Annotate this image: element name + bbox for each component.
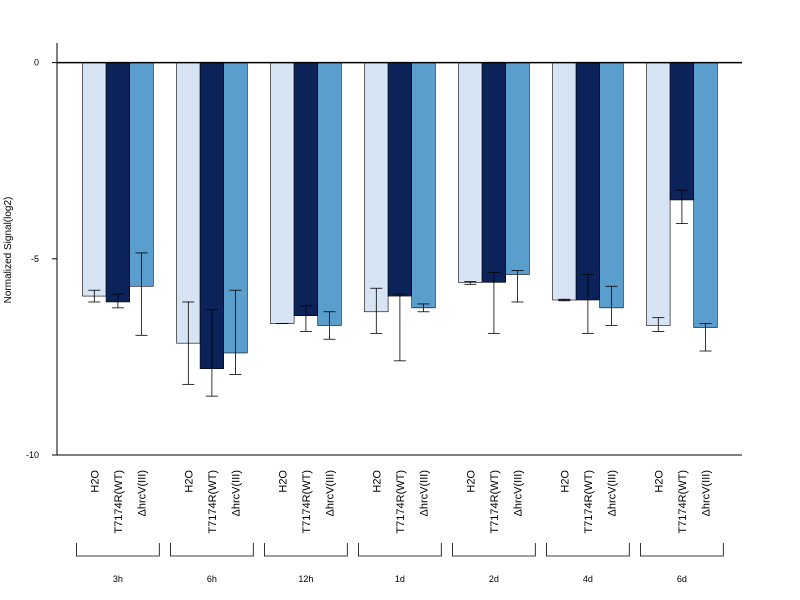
condition-label: H2O (371, 470, 383, 493)
group-bracket (358, 543, 442, 557)
condition-label: T7174R(WT) (207, 470, 219, 534)
y-tick-label: -5 (31, 254, 39, 264)
condition-label: H2O (465, 470, 477, 493)
bar (82, 62, 107, 297)
group-bracket (76, 543, 160, 557)
condition-label: ΔhrcV(III) (325, 470, 337, 516)
x-labels-layer: H2O T7174R(WT) ΔhrcV(III) 3h H2O T7174R(WT) Δh… (76, 470, 724, 584)
condition-label: H2O (183, 470, 195, 493)
y-tick-label: 0 (34, 58, 39, 68)
condition-label: ΔhrcV(III) (701, 470, 713, 516)
condition-label: ΔhrcV(III) (607, 470, 619, 516)
bar (293, 62, 319, 317)
condition-label: T7174R(WT) (113, 470, 125, 534)
bar (364, 62, 389, 313)
bar (317, 62, 342, 326)
bar (387, 62, 413, 297)
bar (458, 62, 483, 283)
condition-label: ΔhrcV(III) (513, 470, 525, 516)
group-label: 3h (113, 574, 123, 584)
bars-layer (82, 62, 718, 369)
bar (693, 62, 718, 328)
condition-label: T7174R(WT) (395, 470, 407, 534)
condition-label: H2O (559, 470, 571, 493)
condition-label: T7174R(WT) (489, 470, 501, 534)
group-label: 4d (583, 574, 593, 584)
group-bracket (264, 543, 348, 557)
bar (575, 62, 600, 301)
condition-label: ΔhrcV(III) (137, 470, 149, 516)
group-bracket (170, 543, 254, 557)
condition-label: H2O (653, 470, 665, 493)
group-label: 6h (207, 574, 217, 584)
condition-label: H2O (89, 470, 101, 493)
condition-label: ΔhrcV(III) (419, 470, 431, 516)
bar (481, 62, 507, 283)
bar (270, 62, 295, 324)
bar (599, 62, 624, 309)
condition-label: H2O (277, 470, 289, 493)
bar (411, 62, 436, 309)
bar (176, 62, 201, 344)
bar (552, 62, 577, 301)
condition-label: T7174R(WT) (301, 470, 313, 534)
bar (646, 62, 671, 326)
group-label: 2d (489, 574, 499, 584)
bar (669, 62, 694, 201)
y-tick-label: -10 (26, 450, 39, 460)
axes: 0 -5 -10 (26, 43, 742, 460)
condition-label: ΔhrcV(III) (231, 470, 243, 516)
bar (505, 62, 530, 275)
group-label: 6d (677, 574, 687, 584)
group-label: 1d (395, 574, 405, 584)
condition-label: T7174R(WT) (583, 470, 595, 534)
group-bracket (546, 543, 630, 557)
group-bracket (452, 543, 536, 557)
bar (105, 62, 130, 303)
group-label: 12h (298, 574, 313, 584)
group-bracket (640, 543, 724, 557)
condition-label: T7174R(WT) (677, 470, 689, 534)
error-bars-layer (88, 189, 712, 397)
y-axis-label: Normalized Signal(log2) (3, 197, 14, 304)
